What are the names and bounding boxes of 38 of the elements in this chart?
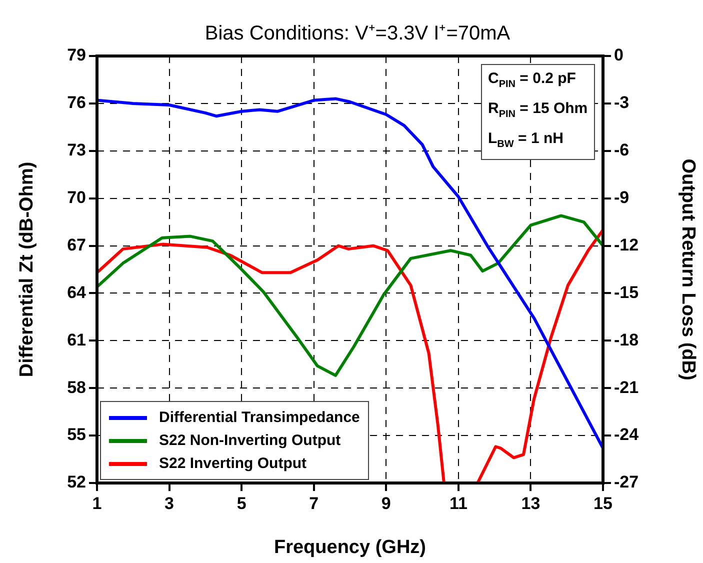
legend-label: Differential Transimpedance (159, 409, 360, 426)
x-tick-label: 9 (381, 494, 391, 513)
y-tick-label: 64 (67, 282, 87, 302)
y-tick-label: 67 (67, 235, 86, 254)
y-tick-label: 52 (67, 472, 86, 492)
legend-label: S22 Inverting Output (159, 455, 307, 472)
y2-axis-title: Output Return Loss (dB) (677, 158, 698, 380)
y2-tick-label: -9 (614, 188, 630, 208)
legend-label: S22 Non-Inverting Output (159, 432, 341, 449)
x-axis-title: Frequency (GHz) (274, 536, 426, 558)
y2-tick-label: -24 (614, 425, 640, 444)
y-tick-label: 58 (67, 378, 86, 397)
y2-tick-label: -3 (614, 93, 630, 112)
y2-tick-label: -15 (614, 282, 639, 302)
x-tick-label: 7 (309, 494, 319, 513)
x-tick-label: 5 (236, 494, 246, 513)
y2-tick-label: -27 (614, 472, 639, 492)
x-tick-label: 13 (521, 494, 540, 513)
y-axis-title: Differential Zt (dB-Ohm) (16, 162, 38, 378)
y-tick-label: 73 (67, 140, 86, 160)
y2-tick-label: 0 (614, 46, 624, 65)
annotation: C$_{PIN}$ = 0.2 pF (488, 69, 577, 92)
y-tick-label: 76 (67, 93, 86, 112)
y2-tick-label: -18 (614, 330, 639, 350)
annotation: L$_{BW}$ = 1 nH (488, 129, 564, 152)
chart-title: Bias Conditions: V⁺=3.3V I⁺=70mA (204, 22, 511, 45)
y2-tick-label: -12 (614, 235, 639, 254)
annotation: R$_{PIN}$ = 15 Ohm (488, 99, 588, 122)
x-tick-label: 3 (164, 494, 174, 513)
x-tick-label: 11 (449, 494, 468, 513)
x-tick-label: 15 (594, 494, 612, 513)
y2-tick-label: -21 (614, 378, 639, 397)
x-tick-label: 1 (92, 494, 102, 513)
y2-tick-label: -6 (614, 140, 630, 160)
y-tick-label: 70 (67, 188, 86, 208)
y-tick-label: 61 (67, 330, 86, 350)
y-tick-label: 79 (67, 46, 86, 65)
y-tick-label: 55 (67, 425, 86, 444)
